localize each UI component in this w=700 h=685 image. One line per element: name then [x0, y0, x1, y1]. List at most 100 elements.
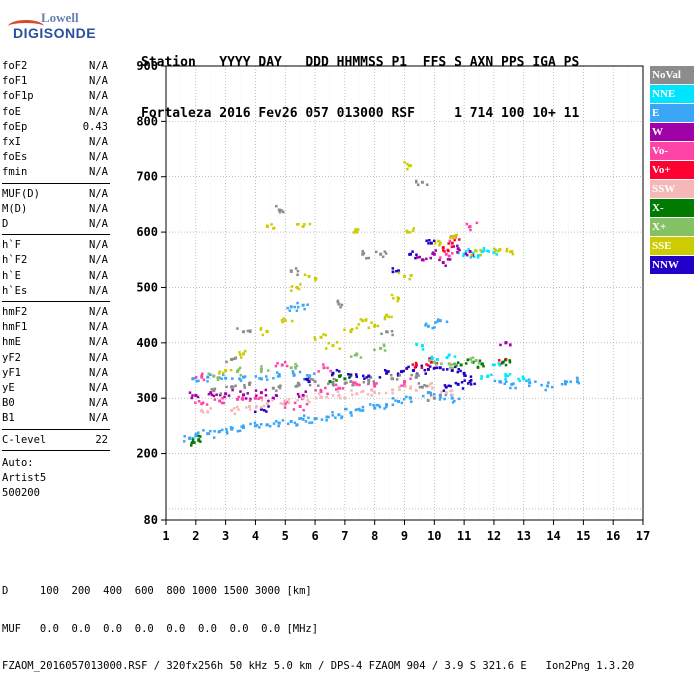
echo-point — [438, 258, 441, 262]
echo-point — [303, 223, 306, 226]
echo-point — [361, 249, 364, 253]
echo-point — [222, 373, 225, 376]
echo-point — [200, 402, 204, 406]
ionogram-chart: 1 2 3 4 5 6 7 8 9 10 11 12 13 14 15 16 17802003004005006… — [136, 59, 650, 543]
echo-point — [339, 306, 342, 309]
echo-point — [456, 382, 460, 386]
echo-point — [244, 397, 248, 400]
echo-point — [306, 378, 309, 382]
echo-point — [509, 343, 512, 346]
echo-point — [343, 396, 347, 400]
echo-point — [200, 374, 204, 378]
echo-point — [196, 395, 200, 399]
echo-point — [476, 366, 480, 369]
echo-point — [471, 356, 475, 359]
echo-point — [277, 208, 281, 212]
echo-point — [470, 360, 474, 364]
echo-point — [282, 210, 285, 214]
echo-point — [271, 398, 274, 402]
echo-point — [453, 238, 456, 242]
echo-point — [322, 366, 326, 370]
echo-point — [432, 360, 436, 364]
echo-point — [297, 305, 300, 309]
echo-point — [463, 379, 466, 382]
echo-point — [307, 375, 311, 379]
echo-point — [454, 381, 458, 385]
digisonde-logo: Lowell DIGISONDE — [8, 6, 128, 46]
echo-point — [447, 384, 451, 387]
echo-point — [242, 375, 246, 379]
echo-point — [295, 223, 299, 226]
echo-point — [446, 258, 450, 261]
echo-point — [238, 351, 241, 354]
echo-point — [479, 248, 482, 252]
echo-point — [411, 369, 415, 373]
echo-point — [397, 400, 401, 404]
echo-point — [411, 363, 415, 366]
echo-point — [216, 376, 219, 379]
echo-point — [308, 421, 311, 425]
echo-point — [347, 373, 350, 376]
echo-point — [359, 356, 363, 359]
echo-point — [340, 415, 344, 418]
echo-point — [436, 239, 440, 243]
echo-point — [385, 371, 389, 375]
x-tick-label: 13 — [517, 529, 531, 543]
x-tick-label: 2 — [192, 529, 199, 543]
echo-point — [294, 362, 297, 366]
echo-point — [469, 383, 473, 386]
echo-point — [458, 238, 461, 241]
echo-point — [367, 374, 371, 378]
echo-point — [398, 374, 401, 377]
echo-point — [188, 391, 192, 394]
echo-point — [356, 228, 360, 231]
echo-point — [367, 378, 371, 382]
echo-point — [341, 387, 345, 390]
echo-point — [242, 424, 245, 427]
echo-point — [334, 416, 337, 419]
echo-point — [348, 376, 351, 379]
echo-point — [498, 363, 502, 367]
echo-point — [248, 408, 252, 411]
x-tick-label: 10 — [427, 529, 441, 543]
echo-point — [247, 382, 251, 386]
echo-point — [230, 385, 234, 388]
echo-point — [462, 252, 466, 256]
echo-point — [415, 253, 418, 256]
echo-point — [503, 358, 507, 362]
param-value: N/A — [89, 60, 108, 72]
echo-point — [322, 363, 325, 366]
echo-point — [434, 321, 437, 324]
echo-point — [297, 222, 300, 226]
echo-point — [293, 421, 297, 425]
echo-point — [362, 374, 365, 378]
echo-point — [285, 364, 289, 368]
echo-point — [313, 380, 317, 384]
echo-point — [222, 401, 225, 405]
param-name: D — [2, 218, 9, 230]
echo-point — [255, 394, 258, 397]
echo-point — [501, 360, 505, 364]
echo-point — [408, 231, 412, 234]
echo-point — [448, 258, 452, 261]
polarization-legend: NoVal NNE E W Vo- Vo+ SSW X- X+ SSE NNW — [650, 66, 694, 275]
echo-point — [427, 399, 430, 402]
echo-point — [264, 394, 268, 397]
echo-point — [231, 426, 234, 430]
echo-point — [468, 249, 472, 253]
echo-point — [370, 394, 374, 397]
echo-point — [351, 383, 354, 387]
echo-point — [431, 326, 434, 330]
echo-point — [236, 327, 239, 330]
footer-file-info: FZAOM_2016057013000.RSF / 320fx256h 50 k… — [2, 660, 635, 672]
echo-point — [229, 426, 233, 429]
echo-point — [350, 393, 354, 397]
echo-point — [391, 270, 395, 274]
echo-point — [311, 378, 315, 381]
echo-point — [263, 409, 266, 412]
echo-point — [405, 230, 409, 234]
param-value: N/A — [89, 336, 108, 349]
echo-point — [278, 373, 281, 376]
echo-point — [290, 270, 293, 273]
echo-point — [429, 360, 433, 364]
